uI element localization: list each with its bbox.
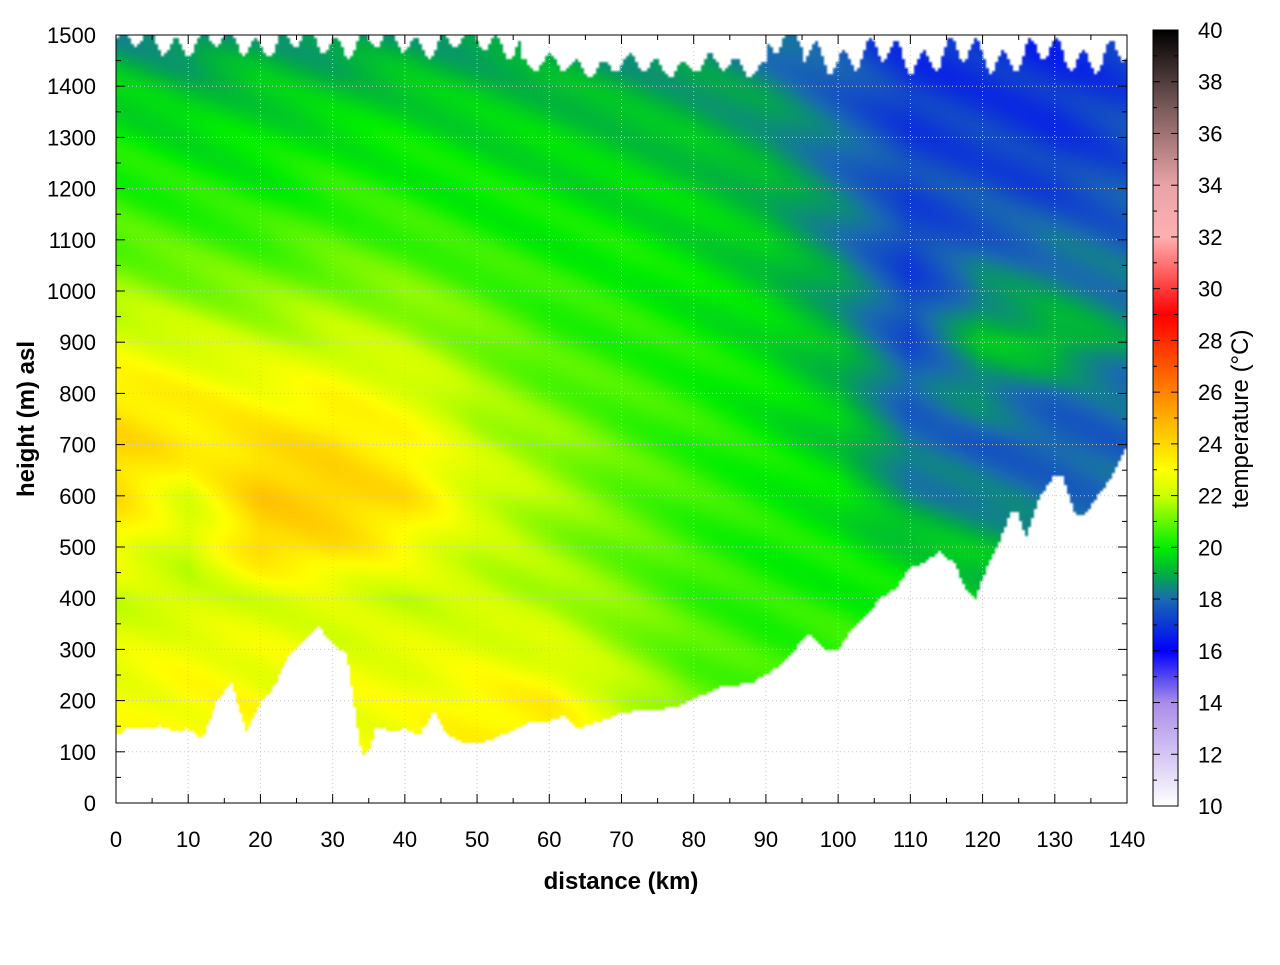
x-tick-label: 70 [609, 827, 633, 852]
x-tick-label: 50 [465, 827, 489, 852]
y-tick-label: 1200 [47, 177, 96, 202]
y-tick-label: 700 [59, 433, 96, 458]
y-tick-label: 1300 [47, 125, 96, 150]
colorbar-tick-label: 22 [1198, 484, 1222, 509]
x-tick-label: 40 [393, 827, 417, 852]
colorbar-title: temperature (°C) [1227, 330, 1254, 509]
x-tick-label: 60 [537, 827, 561, 852]
x-tick-label: 140 [1109, 827, 1146, 852]
colorbar-gradient [1152, 29, 1179, 807]
y-tick-label: 900 [59, 330, 96, 355]
y-tick-label: 0 [84, 791, 96, 816]
y-tick-label: 200 [59, 689, 96, 714]
colorbar-tick-label: 36 [1198, 121, 1222, 146]
colorbar-tick-label: 30 [1198, 277, 1222, 302]
colorbar-tick-label: 12 [1198, 742, 1222, 767]
colorbar: 10 12 14 16 18 20 22 24 26 28 30 32 34 36 38 40 tempera… [1152, 18, 1254, 819]
x-tick-label: 90 [754, 827, 778, 852]
x-tick-label: 20 [248, 827, 272, 852]
colorbar-tick-label: 28 [1198, 328, 1222, 353]
colorbar-tick-label: 34 [1198, 173, 1222, 198]
colorbar-tick-label: 40 [1198, 18, 1222, 43]
y-tick-label: 300 [59, 637, 96, 662]
x-tick-label: 0 [110, 827, 122, 852]
y-tick-label: 500 [59, 535, 96, 560]
colorbar-tick-label: 18 [1198, 587, 1222, 612]
y-tick-label: 1100 [49, 228, 96, 253]
x-tick-label: 80 [681, 827, 705, 852]
x-tick-label: 110 [893, 827, 928, 852]
x-tick-label: 10 [176, 827, 200, 852]
y-tick-label: 100 [59, 740, 96, 765]
x-tick-label: 120 [964, 827, 1001, 852]
x-tick-label: 30 [320, 827, 344, 852]
grid [116, 35, 1127, 803]
y-tick-label: 1000 [47, 279, 96, 304]
colorbar-tick-label: 20 [1198, 535, 1222, 560]
colorbar-tick-label: 10 [1198, 794, 1222, 819]
y-axis: 0 100 200 300 400 500 600 700 800 900 1000 1100 1200… [47, 23, 1127, 816]
colorbar-tick-label: 26 [1198, 380, 1222, 405]
y-tick-label: 600 [59, 484, 96, 509]
colorbar-tick-label: 24 [1198, 432, 1222, 457]
x-axis-title: distance (km) [544, 868, 699, 895]
y-tick-label: 1400 [47, 74, 96, 99]
colorbar-ticks: 10 12 14 16 18 20 22 24 26 28 30 32 34 36 38 40 [1153, 18, 1222, 819]
x-axis: 0 10 20 30 40 50 60 70 80 90 100 110 120 130 140 [110, 35, 1145, 852]
colorbar-tick-label: 32 [1198, 225, 1222, 250]
y-tick-label: 800 [59, 381, 96, 406]
x-tick-label: 130 [1036, 827, 1073, 852]
y-axis-title: height (m) asl [13, 341, 40, 497]
colorbar-tick-label: 14 [1198, 691, 1222, 716]
colorbar-tick-label: 38 [1198, 70, 1222, 95]
x-tick-label: 100 [820, 827, 857, 852]
y-tick-label: 400 [59, 586, 96, 611]
colorbar-tick-label: 16 [1198, 639, 1222, 664]
y-tick-label: 1500 [47, 23, 96, 48]
